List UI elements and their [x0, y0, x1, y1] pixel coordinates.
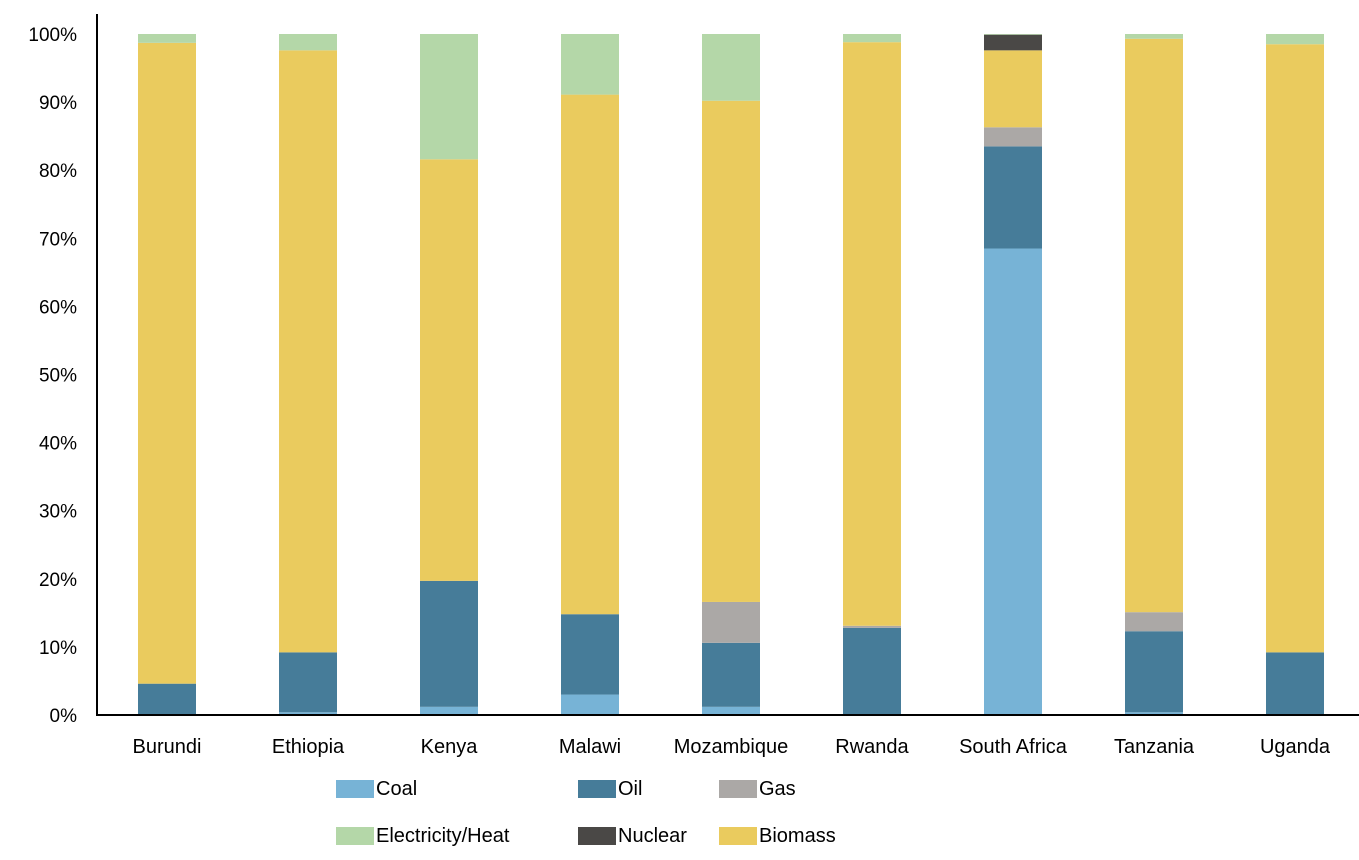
- bar-segment-uganda-electricity-heat: [1266, 34, 1324, 45]
- y-tick-label: 100%: [28, 25, 77, 46]
- x-category-label: Rwanda: [835, 736, 909, 758]
- bar-segment-tanzania-electricity-heat: [1125, 34, 1183, 39]
- bar-segment-rwanda-biomass: [843, 42, 901, 626]
- x-category-label: Kenya: [421, 736, 479, 758]
- bar-segment-rwanda-oil: [843, 627, 901, 715]
- y-tick-label: 30%: [39, 502, 77, 523]
- bar-segment-tanzania-oil: [1125, 631, 1183, 713]
- bar-segment-tanzania-coal: [1125, 712, 1183, 715]
- bar-segment-burundi-biomass: [138, 42, 196, 684]
- bar-segment-tanzania-gas: [1125, 612, 1183, 632]
- y-tick-label: 90%: [39, 93, 77, 114]
- bar-segment-south-africa-nuclear: [984, 34, 1042, 51]
- bar-segment-rwanda-electricity-heat: [843, 34, 901, 43]
- bar-segment-mozambique-gas: [702, 601, 760, 643]
- x-category-label: Malawi: [559, 736, 621, 758]
- bar-segment-mozambique-oil: [702, 642, 760, 707]
- bar-segment-malawi-oil: [561, 614, 619, 695]
- y-tick-label: 50%: [39, 366, 77, 387]
- x-category-label: Mozambique: [674, 736, 789, 758]
- bar-segment-kenya-biomass: [420, 159, 478, 581]
- y-tick-label: 70%: [39, 229, 77, 250]
- bar-segment-south-africa-coal: [984, 248, 1042, 715]
- bar-segment-mozambique-coal: [702, 706, 760, 715]
- bar-segment-kenya-oil: [420, 580, 478, 707]
- x-category-label: South Africa: [959, 736, 1068, 758]
- x-category-labels: Burundi Ethiopia Kenya Malawi Mozambique Rwan…: [133, 736, 1331, 758]
- bars-group: [138, 34, 1324, 715]
- bar-segment-rwanda-gas: [843, 625, 901, 628]
- y-tick-label: 80%: [39, 161, 77, 182]
- bar-segment-kenya-electricity-heat: [420, 34, 478, 160]
- bar-segment-south-africa-biomass: [984, 50, 1042, 128]
- y-tick-label: 10%: [39, 638, 77, 659]
- bar-segment-south-africa-oil: [984, 146, 1042, 249]
- bar-segment-ethiopia-oil: [279, 652, 337, 713]
- bar-segment-ethiopia-electricity-heat: [279, 34, 337, 51]
- bar-segment-burundi-oil: [138, 683, 196, 715]
- axes-group: [96, 14, 1359, 716]
- x-category-label: Burundi: [133, 736, 202, 758]
- x-category-label: Uganda: [1260, 736, 1331, 758]
- y-tick-label: 20%: [39, 570, 77, 591]
- x-category-label: Tanzania: [1114, 736, 1195, 758]
- bar-segment-mozambique-electricity-heat: [702, 34, 760, 101]
- bar-segment-kenya-coal: [420, 706, 478, 715]
- bar-segment-uganda-biomass: [1266, 44, 1324, 653]
- bar-segment-burundi-electricity-heat: [138, 34, 196, 43]
- y-tick-label: 0%: [50, 706, 78, 727]
- bar-segment-malawi-coal: [561, 694, 619, 715]
- bar-segment-uganda-oil: [1266, 652, 1324, 715]
- x-category-label: Ethiopia: [272, 736, 345, 758]
- y-tick-labels: 0% 10% 20% 30% 40% 50% 60% 70% 80% 90% 100%: [28, 25, 77, 727]
- bar-segment-south-africa-gas: [984, 127, 1042, 147]
- bar-segment-ethiopia-biomass: [279, 50, 337, 653]
- y-tick-label: 40%: [39, 434, 77, 455]
- bar-segment-tanzania-biomass: [1125, 38, 1183, 613]
- bar-segment-mozambique-biomass: [702, 100, 760, 602]
- bar-segment-south-africa-electricity-heat: [984, 34, 1042, 35]
- bar-segment-malawi-biomass: [561, 94, 619, 615]
- bar-segment-malawi-electricity-heat: [561, 34, 619, 95]
- bar-segment-ethiopia-coal: [279, 712, 337, 715]
- y-tick-label: 60%: [39, 297, 77, 318]
